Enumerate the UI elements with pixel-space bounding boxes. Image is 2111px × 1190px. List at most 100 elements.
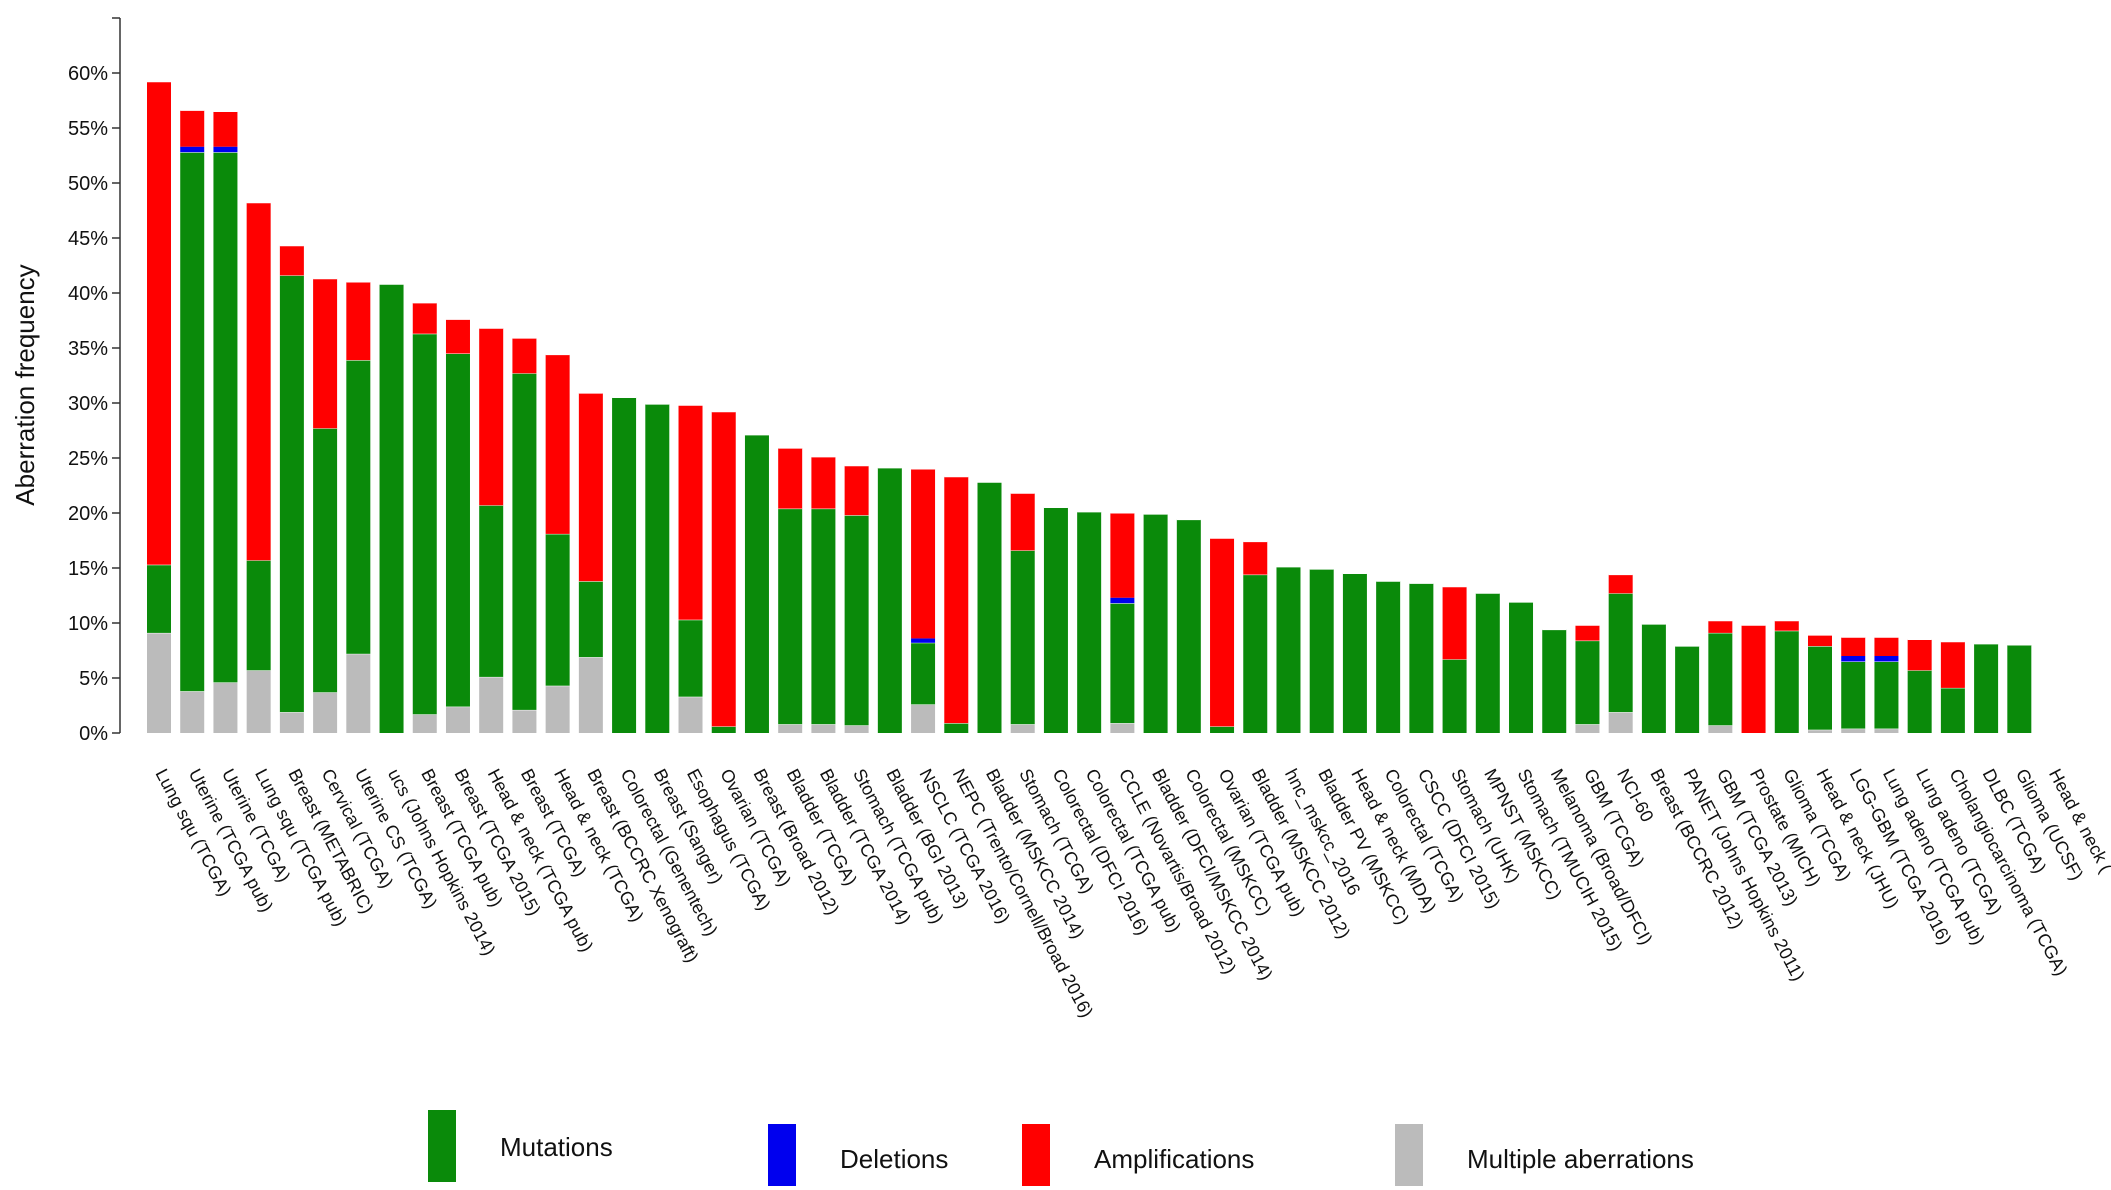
y-tick-label: 50% (68, 173, 108, 195)
bar-segment-mutations (545, 533, 570, 686)
bar-segment-multiple-aberrations (678, 696, 703, 733)
bar-segment-amplifications (1575, 625, 1600, 641)
bar-segment-mutations (1276, 566, 1301, 733)
legend-label-deletions: Deletions (840, 1144, 949, 1174)
bar-segment-mutations (313, 428, 338, 693)
legend-label-mutations: Mutations (500, 1132, 613, 1162)
bar-segment-multiple-aberrations (1841, 728, 1866, 733)
bar-segment-mutations (1309, 569, 1334, 733)
bar-segment-mutations (1974, 643, 1999, 733)
y-tick-label: 55% (68, 118, 108, 140)
y-tick-label: 30% (68, 393, 108, 415)
legend-item-multiple-aberrations: Multiple aberrations (1395, 1124, 1694, 1186)
bar-segment-amplifications (711, 411, 736, 727)
bar-segment-mutations (778, 508, 803, 725)
y-tick-label: 40% (68, 283, 108, 305)
bar-segment-amplifications (1741, 625, 1766, 733)
bar-segment-amplifications (545, 354, 570, 534)
bar-segment-multiple-aberrations (180, 691, 205, 733)
bar-segment-mutations (379, 284, 404, 733)
bar-segment-mutations (1010, 550, 1035, 725)
bar-segment-mutations (445, 353, 470, 707)
bar-segment-multiple-aberrations (844, 725, 869, 733)
y-tick-label: 60% (68, 63, 108, 85)
bar-segment-amplifications (778, 448, 803, 509)
legend-item-amplifications: Amplifications (1022, 1124, 1254, 1186)
bar-segment-deletions (1110, 597, 1135, 604)
bar-segment-mutations (1874, 661, 1899, 729)
bar-segment-mutations (944, 723, 969, 733)
bar-segment-mutations (1808, 646, 1832, 730)
bar-segment-multiple-aberrations (778, 724, 803, 733)
bar-segment-multiple-aberrations (811, 724, 836, 733)
bar-segment-multiple-aberrations (1874, 728, 1899, 733)
bar-segment-amplifications (1841, 637, 1866, 656)
bar-segment-mutations (1176, 519, 1201, 733)
bar-segment-deletions (1841, 656, 1866, 662)
bar-segment-multiple-aberrations (279, 712, 304, 733)
bar-segment-mutations (1043, 507, 1068, 733)
bar-segment-mutations (1077, 511, 1102, 733)
bar-segment-mutations (1475, 593, 1500, 733)
bar-segment-multiple-aberrations (911, 704, 936, 733)
bar-segment-amplifications (1808, 635, 1832, 647)
bar-segment-mutations (877, 467, 902, 733)
bar-segment-amplifications (811, 456, 836, 509)
bar-segment-amplifications (1907, 639, 1932, 671)
bar-segment-amplifications (578, 393, 603, 582)
bar-segment-amplifications (844, 465, 869, 516)
bar-segment-mutations (512, 373, 537, 710)
bar-segment-mutations (1608, 593, 1633, 713)
bar-segment-amplifications (412, 302, 437, 334)
bar-segment-multiple-aberrations (412, 714, 437, 733)
bar-segment-amplifications (1210, 538, 1235, 727)
legend-swatch-mutations (428, 1110, 456, 1182)
bar-segment-mutations (1376, 581, 1401, 733)
bar-segment-amplifications (944, 476, 969, 724)
y-tick-label: 5% (79, 668, 108, 690)
bar-segment-mutations (1641, 624, 1666, 733)
bar-segment-mutations (578, 581, 603, 658)
bar-segment-amplifications (213, 111, 238, 147)
bar-segment-amplifications (180, 110, 205, 147)
legend-item-deletions: Deletions (768, 1124, 948, 1186)
bar-segment-mutations (1143, 514, 1168, 733)
bar-segment-mutations (1409, 583, 1434, 733)
legend-swatch-multiple-aberrations (1395, 1124, 1423, 1186)
bar-segment-mutations (1342, 573, 1367, 733)
bar-segment-mutations (2007, 645, 2032, 733)
bar-segment-amplifications (479, 328, 504, 506)
y-tick-label: 15% (68, 558, 108, 580)
bar-segment-mutations (1509, 602, 1534, 733)
bar-segment-mutations (1774, 630, 1799, 733)
bar-segment-mutations (213, 152, 238, 683)
bar-segment-amplifications (1608, 574, 1633, 594)
bar-segment-multiple-aberrations (545, 685, 570, 733)
bar-segment-mutations (645, 404, 670, 733)
bar-segment-multiple-aberrations (1608, 712, 1633, 733)
bar-segment-mutations (678, 619, 703, 697)
bar-segment-multiple-aberrations (479, 676, 504, 733)
bar-segment-amplifications (1708, 620, 1733, 633)
legend-label-multiple-aberrations: Multiple aberrations (1467, 1144, 1694, 1174)
bar-segment-multiple-aberrations (512, 709, 537, 733)
bar-segment-mutations (911, 642, 936, 705)
bar-segment-mutations (744, 434, 769, 733)
bar-segment-mutations (147, 564, 171, 633)
bar-segment-multiple-aberrations (147, 632, 171, 733)
bar-segment-amplifications (147, 81, 171, 565)
y-axis: 0% 5% 10% 15% 20% 25% 30% 35% 40% 45% 50% 55% 60% (68, 17, 121, 745)
bar-segment-multiple-aberrations (213, 682, 238, 733)
bar-segment-amplifications (1110, 513, 1135, 598)
bar-segment-mutations (346, 360, 371, 654)
y-tick-label: 45% (68, 228, 108, 250)
bar-segment-multiple-aberrations (1575, 724, 1600, 733)
bar-segment-deletions (911, 638, 936, 643)
y-tick-label: 35% (68, 338, 108, 360)
bar-segment-multiple-aberrations (1808, 729, 1832, 733)
bar-segment-mutations (1542, 629, 1567, 733)
bar-segment-amplifications (445, 319, 470, 354)
bar-segment-mutations (1841, 661, 1866, 729)
bars (147, 81, 2032, 733)
